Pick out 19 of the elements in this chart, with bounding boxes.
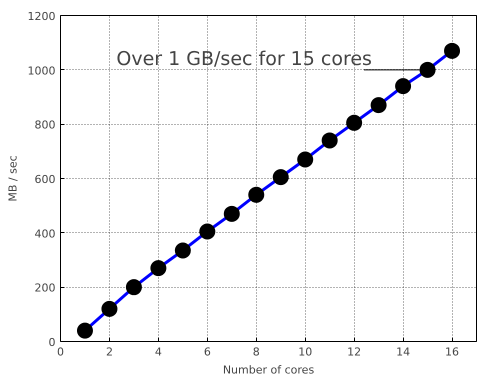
y-tick-label: 1000 bbox=[28, 64, 56, 78]
x-tick-label: 6 bbox=[204, 346, 211, 358]
y-tick-label: 400 bbox=[34, 227, 56, 240]
y-tick-label: 800 bbox=[34, 118, 56, 132]
annotation: Over 1 GB/sec for 15 cores bbox=[116, 48, 372, 70]
x-axis-title: Number of cores bbox=[222, 364, 314, 376]
x-tick-label: 0 bbox=[57, 346, 64, 358]
y-tick-label: 200 bbox=[34, 282, 56, 295]
y-tick-label: 1200 bbox=[28, 10, 56, 23]
y-tick-label: 600 bbox=[34, 173, 56, 186]
x-tick-label: 4 bbox=[154, 346, 162, 358]
x-tick-label: 2 bbox=[106, 346, 113, 358]
x-tick-label: 12 bbox=[347, 346, 362, 358]
x-tick-label: 16 bbox=[445, 346, 460, 358]
y-axis-title: MB / sec bbox=[6, 155, 20, 202]
x-tick-label: 8 bbox=[252, 346, 260, 358]
x-tick-label: 10 bbox=[298, 346, 312, 358]
y-tick-label: 0 bbox=[48, 336, 56, 349]
x-tick-label: 14 bbox=[396, 346, 410, 358]
